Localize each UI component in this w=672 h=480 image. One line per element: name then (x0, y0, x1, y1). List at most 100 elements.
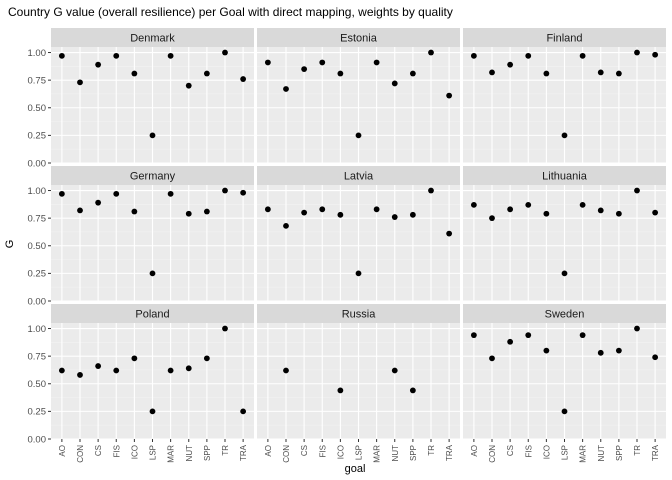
strip-sweden (463, 304, 666, 323)
chart-title: Country G value (overall resilience) per… (8, 5, 453, 19)
data-point-russia-ico (337, 387, 344, 394)
x-tick-label-spp: SPP (409, 445, 418, 461)
data-point-germany-cs (95, 199, 102, 206)
data-point-finland-tr (634, 49, 640, 56)
data-point-estonia-ico (337, 70, 344, 77)
x-tick-label-ico: ICO (130, 445, 139, 459)
data-point-poland-nut (185, 365, 192, 372)
data-point-sweden-tra (652, 354, 659, 361)
x-tick-label-cs: CS (94, 445, 103, 456)
data-point-lithuania-mar (579, 201, 586, 208)
strip-label-sweden: Sweden (545, 309, 585, 321)
data-point-lithuania-nut (597, 207, 604, 214)
x-tick-label-mar: MAR (373, 445, 382, 463)
data-point-russia-spp (409, 387, 416, 394)
data-point-denmark-ico (131, 70, 138, 77)
y-tick-label: 0.50 (28, 379, 47, 390)
x-tick-label-tra: TRA (445, 444, 454, 461)
data-point-finland-fis (525, 52, 532, 59)
data-point-denmark-nut (185, 82, 192, 89)
data-point-poland-con (77, 372, 83, 378)
strip-label-germany: Germany (130, 171, 176, 183)
y-tick-label: 0.25 (28, 131, 47, 142)
strip-lithuania (463, 166, 666, 185)
data-point-latvia-fis (319, 206, 326, 213)
data-point-estonia-lsp (355, 132, 362, 139)
strip-label-poland: Poland (135, 309, 169, 321)
data-point-denmark-tr (222, 49, 228, 56)
data-point-poland-fis (113, 367, 120, 374)
data-point-estonia-nut (391, 80, 398, 87)
facet-finland: Finland (463, 28, 666, 164)
data-point-poland-tra (240, 408, 247, 415)
data-point-estonia-tra (446, 92, 453, 99)
strip-label-denmark: Denmark (130, 33, 175, 45)
data-point-sweden-lsp (561, 408, 568, 415)
x-tick-label-lsp: LSP (355, 445, 364, 460)
x-tick-label-cs: CS (300, 445, 309, 456)
data-point-sweden-fis (525, 332, 532, 339)
data-point-estonia-con (283, 86, 289, 92)
facet-estonia: Estonia (257, 28, 460, 164)
data-point-sweden-ico (543, 347, 550, 354)
data-point-germany-ico (131, 208, 138, 215)
data-point-russia-nut (391, 367, 398, 374)
data-point-lithuania-tra (652, 209, 659, 216)
data-point-latvia-ico (337, 211, 344, 218)
strip-finland (463, 28, 666, 47)
data-point-poland-lsp (149, 408, 156, 415)
x-axis-label: goal (345, 463, 366, 475)
data-point-sweden-mar (579, 332, 586, 339)
data-point-finland-nut (597, 69, 604, 76)
x-tick-label-ao: AO (470, 445, 479, 457)
data-point-estonia-tr (428, 49, 434, 56)
data-point-germany-ao (58, 190, 65, 197)
data-point-poland-ico (131, 355, 138, 362)
x-tick-label-con: CON (76, 445, 85, 463)
data-point-denmark-cs (95, 61, 102, 68)
data-point-estonia-fis (319, 59, 326, 66)
data-point-latvia-lsp (355, 270, 362, 277)
y-tick-label: 0.00 (28, 158, 47, 169)
x-tick-label-nut: NUT (597, 445, 606, 462)
facet-russia: Russia AO CON CS FIS ICO LSP MAR NUT SPP TR TRA (257, 304, 460, 463)
data-point-sweden-spp (615, 347, 622, 354)
data-point-denmark-fis (113, 52, 120, 59)
strip-label-russia: Russia (342, 309, 377, 321)
x-tick-label-mar: MAR (167, 445, 176, 463)
y-tick-label: 0.00 (28, 296, 47, 307)
data-point-latvia-spp (409, 211, 416, 218)
strip-label-estonia: Estonia (340, 33, 378, 45)
strip-label-finland: Finland (546, 33, 582, 45)
data-point-latvia-mar (373, 206, 380, 213)
x-tick-label-ico: ICO (542, 445, 551, 459)
x-tick-label-mar: MAR (579, 445, 588, 463)
x-tick-label-tra: TRA (239, 444, 248, 461)
data-point-latvia-tr (428, 187, 434, 194)
data-point-poland-spp (203, 355, 210, 362)
data-point-sweden-tr (634, 325, 640, 332)
data-point-finland-cs (507, 61, 514, 68)
data-point-finland-spp (615, 70, 622, 77)
data-point-denmark-mar (167, 52, 174, 59)
data-point-lithuania-lsp (561, 270, 568, 277)
data-point-poland-tr (222, 325, 228, 332)
x-tick-label-nut: NUT (391, 445, 400, 462)
data-point-germany-tr (222, 187, 228, 194)
data-point-denmark-lsp (149, 132, 156, 139)
strip-latvia (257, 166, 460, 185)
facet-germany: Germany 0.00 0.25 0.50 0.75 1.00 (28, 166, 254, 307)
x-tick-label-tr: TR (633, 445, 642, 456)
data-point-denmark-ao (58, 52, 65, 59)
data-point-latvia-tra (446, 230, 453, 237)
y-tick-label: 0.50 (28, 103, 47, 114)
y-tick-label: 0.50 (28, 241, 47, 252)
x-tick-label-fis: FIS (112, 445, 121, 457)
data-point-sweden-nut (597, 349, 604, 356)
strip-label-lithuania: Lithuania (542, 171, 588, 183)
data-point-lithuania-con (489, 215, 495, 222)
strip-poland (51, 304, 254, 323)
data-point-finland-mar (579, 52, 586, 59)
data-point-latvia-con (283, 222, 289, 229)
